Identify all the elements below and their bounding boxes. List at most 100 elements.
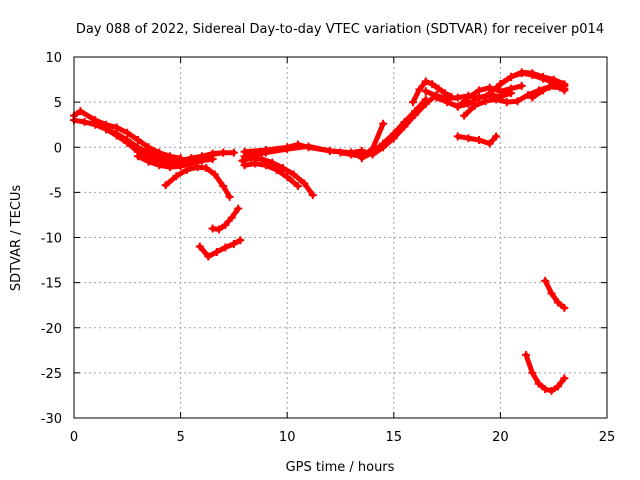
data-point <box>229 239 238 248</box>
data-point <box>553 382 562 391</box>
series-arc-23-line <box>529 82 567 101</box>
data-point <box>541 385 550 394</box>
y-tick-label: 5 <box>54 96 62 111</box>
y-tick-label: 0 <box>54 141 62 156</box>
data-point <box>283 173 292 182</box>
data-point <box>229 148 238 157</box>
data-point <box>212 247 221 256</box>
data-point <box>293 182 302 191</box>
data-point <box>421 99 430 108</box>
data-point <box>182 165 191 174</box>
x-tick-label: 10 <box>279 430 296 445</box>
data-point <box>453 93 462 102</box>
data-point <box>517 81 526 90</box>
y-axis-label: SDTVAR / TECUs <box>9 185 24 292</box>
data-point <box>238 156 247 165</box>
x-tick-label: 0 <box>70 430 78 445</box>
data-point <box>443 98 452 107</box>
data-point <box>492 132 501 141</box>
data-point <box>453 102 462 111</box>
data-point <box>293 140 302 149</box>
data-point <box>528 368 537 377</box>
data-point <box>485 89 494 98</box>
data-point <box>432 93 441 102</box>
data-point <box>547 386 556 395</box>
data-point <box>161 181 170 190</box>
data-point <box>400 122 409 131</box>
data-point <box>155 161 164 170</box>
data-point <box>496 87 505 96</box>
data-point <box>357 154 366 163</box>
data-point <box>289 170 298 179</box>
data-point <box>208 154 217 163</box>
data-point <box>272 165 281 174</box>
data-point <box>144 157 153 166</box>
data-point <box>464 134 473 143</box>
data-point <box>261 145 270 154</box>
data-point <box>513 97 522 106</box>
data-point <box>541 276 550 285</box>
data-point <box>389 134 398 143</box>
data-point <box>227 213 236 222</box>
x-tick-label: 15 <box>386 430 403 445</box>
y-tick-label: 10 <box>45 51 62 66</box>
data-point <box>411 110 420 119</box>
series-arc-25-line <box>542 278 567 311</box>
data-point <box>539 86 548 95</box>
data-point <box>415 85 424 94</box>
x-tick-label: 25 <box>599 430 616 445</box>
data-point <box>261 161 270 170</box>
y-tick-label: -15 <box>41 277 62 292</box>
data-point <box>408 98 417 107</box>
data-point <box>308 191 317 200</box>
data-point <box>210 170 219 179</box>
grid <box>74 57 607 418</box>
data-point <box>204 252 213 261</box>
data-point <box>528 71 537 80</box>
data-point <box>470 101 479 110</box>
data-point <box>240 161 249 170</box>
data-point <box>347 150 356 159</box>
data-point <box>464 93 473 102</box>
data-point <box>221 220 230 229</box>
data-point <box>76 107 85 116</box>
data-point <box>475 86 484 95</box>
data-point <box>165 163 174 172</box>
data-point <box>502 98 511 107</box>
data-point <box>547 289 556 298</box>
data-point <box>428 80 437 89</box>
data-point <box>336 148 345 157</box>
data-point <box>91 120 100 129</box>
data-point <box>172 172 181 181</box>
data-point <box>283 143 292 152</box>
data-point <box>560 374 569 383</box>
data-point <box>219 182 228 191</box>
data-point <box>549 80 558 89</box>
data-point <box>368 150 377 159</box>
data-point <box>524 90 533 99</box>
data-point <box>379 119 388 128</box>
y-tick-label: -20 <box>41 322 62 337</box>
data-point <box>553 298 562 307</box>
data-point <box>521 350 530 359</box>
data-point <box>240 147 249 156</box>
series-arc-6-line <box>163 164 233 200</box>
data-point <box>251 159 260 168</box>
data-point <box>421 87 430 96</box>
data-point <box>475 136 484 145</box>
data-point <box>80 117 89 126</box>
data-point <box>257 154 266 163</box>
data-point <box>528 93 537 102</box>
data-point <box>492 95 501 104</box>
data-point <box>236 236 245 245</box>
data-point <box>123 138 132 147</box>
data-point <box>560 84 569 93</box>
data-point <box>202 164 211 173</box>
data-point <box>475 93 484 102</box>
series-arc-4-line <box>124 140 226 166</box>
data-point <box>278 164 287 173</box>
y-tick-label: -10 <box>41 232 62 247</box>
data-point <box>101 125 110 134</box>
data-point <box>325 146 334 155</box>
